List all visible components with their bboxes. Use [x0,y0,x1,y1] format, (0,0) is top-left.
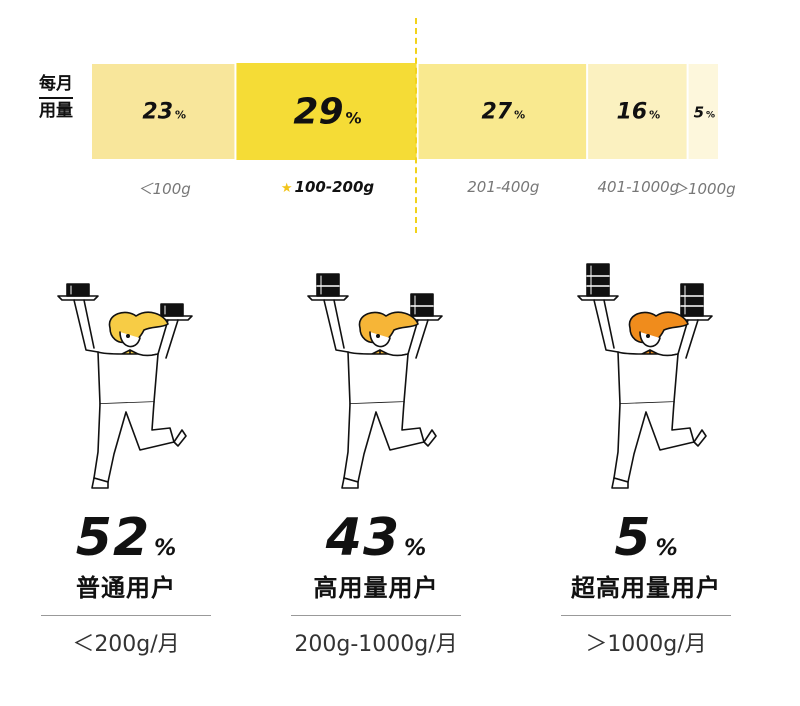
group-rule [561,615,731,616]
left-box-icon [586,263,610,297]
shirt [617,351,679,405]
share-percent-symbol: % [404,536,427,561]
group-share: 43% [326,512,426,564]
group-name: 超高用量用户 [571,574,721,602]
divider-line [415,18,417,233]
figure-super-user [560,252,760,492]
face [639,331,661,348]
segment-value-label: 23% [142,99,186,124]
figure-normal-user [40,252,240,492]
segment-value: 23 [142,99,174,124]
share-value: 43 [325,508,401,568]
stacked-usage-bar [92,63,718,160]
group-rule [41,615,211,616]
face [119,331,141,348]
group-range: 200g-1000g/月 [294,632,458,657]
legs [343,401,425,483]
category-text: 401-1000g [597,178,680,196]
shirt [347,351,409,405]
face [369,331,391,348]
group-high-users: 43% 高用量用户 200g-1000g/月 [286,512,466,658]
share-percent-symbol: % [154,536,177,561]
segment-value-label: 27% [482,99,526,124]
category-label: ＜100g [138,178,191,199]
right-box-icon [680,283,704,317]
axis-label-line2: 用量 [39,101,73,121]
left-box-icon [316,273,340,297]
figure-high-user [290,252,490,492]
bar-segment-1 [236,63,417,160]
share-value: 52 [75,508,151,568]
category-text: ＞1000g [672,180,736,198]
group-share: 52% [76,512,176,564]
right-box-icon [160,303,184,317]
segment-percent-symbol: % [175,108,187,121]
left-arm [73,299,99,353]
bar-segment-3 [588,64,687,159]
segment-value-label: 29% [293,91,361,132]
category-label: ★ 100-200g [281,178,374,196]
group-super-users: 5% 超高用量用户 ＞1000g/月 [556,512,736,658]
segment-percent-symbol: % [345,108,362,127]
bar-segment-4 [688,64,718,159]
left-arm [593,299,619,353]
bar-segment-2 [418,64,587,159]
shirt [97,351,159,405]
star-icon: ★ [280,181,293,196]
category-text: ＜100g [137,180,191,198]
legs [93,401,175,483]
left-arm [323,299,349,353]
group-share: 5% [614,512,677,564]
segment-value: 5 [693,103,704,121]
segment-value: 16 [616,99,648,124]
group-normal-users: 52% 普通用户 ＜200g/月 [36,512,216,658]
group-name: 高用量用户 [313,574,439,602]
share-percent-symbol: % [655,536,678,561]
segment-value-label: 16% [617,99,661,124]
category-label: 201-400g [467,178,539,196]
group-rule [291,615,461,616]
category-text: 201-400g [467,178,540,196]
legs [613,401,695,483]
group-range: ＞1000g/月 [585,632,707,657]
segment-percent-symbol: % [706,110,716,120]
axis-label: 每月 用量 [28,76,84,120]
group-range: ＜200g/月 [72,632,180,657]
segment-value-label: 5% [694,102,715,121]
segment-percent-symbol: % [649,108,661,121]
share-value: 5 [614,508,652,568]
axis-label-line1: 每月 [39,76,73,99]
category-text: 100-200g [294,178,375,196]
right-box-icon [410,293,434,317]
bar-segment-0 [92,64,235,159]
segment-percent-symbol: % [514,108,526,121]
category-label: 401-1000g [597,178,679,196]
left-box-icon [66,283,90,297]
group-name: 普通用户 [76,574,176,602]
segment-value: 29 [293,91,344,132]
segment-value: 27 [481,99,513,124]
category-label: ＞1000g [673,178,736,199]
